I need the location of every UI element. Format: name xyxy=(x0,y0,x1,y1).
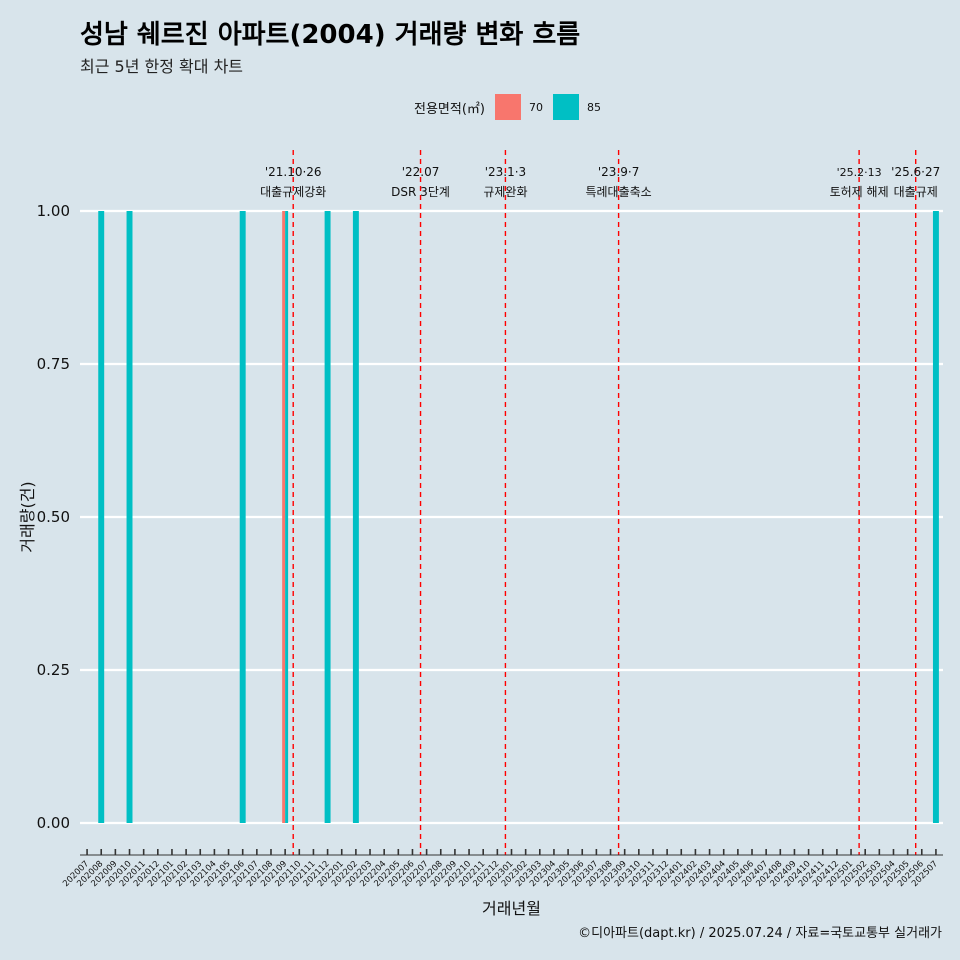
y-tick-label: 0.50 xyxy=(37,508,70,526)
legend-label-85: 85 xyxy=(586,100,601,114)
event-date-label: '23.1·3 xyxy=(485,165,526,179)
legend-key-70 xyxy=(494,94,521,120)
y-tick-label: 1.00 xyxy=(37,202,70,220)
bar-85-202008 xyxy=(98,211,105,823)
bar-85-202112 xyxy=(324,211,331,823)
bar-85-202507 xyxy=(932,211,939,823)
event-desc-label: 대출규제 xyxy=(894,185,938,199)
bar-85-202109 xyxy=(285,211,289,823)
event-date-label: '22.07 xyxy=(402,165,440,179)
event-date-label: '25.6·27 xyxy=(891,165,940,179)
y-tick-label: 0.75 xyxy=(37,355,70,373)
legend-title: 전용면적(㎡) xyxy=(414,101,485,117)
legend-label-70: 70 xyxy=(528,100,543,114)
bar-85-202010 xyxy=(126,211,133,823)
event-desc-label: 토허제 해제 xyxy=(830,185,889,199)
event-desc-label: 대출규제강화 xyxy=(260,185,326,199)
y-axis-title: 거래량(건) xyxy=(18,481,37,552)
bar-70-202109 xyxy=(282,211,286,823)
event-date-label: '25.2·13 xyxy=(837,166,882,179)
chart-title: 성남 쉐르진 아파트(2004) 거래량 변화 흐름 xyxy=(80,20,581,50)
legend: 전용면적(㎡) 70 85 xyxy=(414,93,611,121)
event-desc-label: 규제완화 xyxy=(483,185,527,199)
legend-key-85 xyxy=(552,94,579,120)
bar-85-202106 xyxy=(239,211,246,823)
event-desc-label: 특례대출축소 xyxy=(585,185,651,199)
source-caption: ©디아파트(dapt.kr) / 2025.07.24 / 자료=국토교통부 실… xyxy=(578,926,942,941)
chart-subtitle: 최근 5년 한정 확대 차트 xyxy=(80,57,244,76)
y-tick-label: 0.00 xyxy=(37,814,70,832)
event-date-label: '21.10·26 xyxy=(265,165,322,179)
y-tick-label: 0.25 xyxy=(37,661,70,679)
event-date-label: '23.9·7 xyxy=(598,165,639,179)
event-desc-label: DSR 3단계 xyxy=(391,185,450,199)
bar-85-202202 xyxy=(352,211,359,823)
x-axis-title: 거래년월 xyxy=(482,899,541,918)
